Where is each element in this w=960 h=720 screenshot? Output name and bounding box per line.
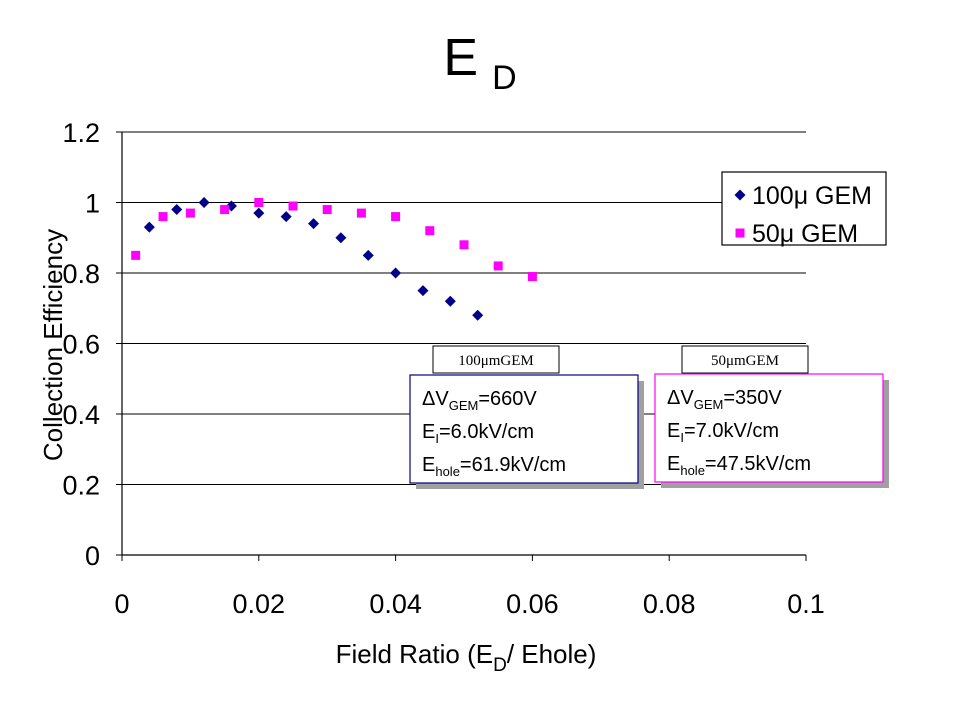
x-tick-label-3: 0.06: [506, 589, 559, 619]
annotation-tag-1: 50μmGEM: [711, 353, 779, 369]
point-s1-4: [254, 198, 264, 207]
y-tick-label-3: 0.6: [62, 330, 100, 360]
y-tick-label-2: 0.4: [62, 400, 100, 430]
point-s1-7: [356, 208, 366, 218]
x-axis-title-part-1: Field Ratio (E: [336, 639, 494, 669]
point-s1-6: [322, 205, 332, 215]
annotation-0-line-0: ΔVGEM=660V: [422, 388, 537, 413]
x-tick-label-4: 0.08: [643, 589, 696, 619]
x-tick-label-5: 0.1: [787, 589, 825, 619]
annotation-1-line-1: EI=7.0kV/cm: [667, 420, 779, 445]
annotation-1-line-1-main: E: [667, 420, 680, 442]
point-s0-5: [280, 211, 292, 223]
point-s0-11: [444, 295, 456, 307]
point-s1-0: [131, 250, 141, 260]
annotation-tag-box-0: [432, 345, 560, 374]
point-s1-5: [288, 201, 298, 211]
title-subscript: D: [492, 59, 517, 97]
annotation-1-line-2-sub: hole: [680, 463, 705, 478]
annotation-0-line-1-rest: =6.0kV/cm: [439, 421, 534, 443]
point-s1-8: [391, 212, 401, 222]
annotation-0-line-1-sub: I: [435, 431, 439, 446]
annotation-box-1: [654, 373, 884, 483]
y-tick-label-1: 0.2: [62, 471, 100, 501]
x-axis-title: Field Ratio (ED/ Ehole): [336, 639, 597, 676]
annotation-box-0: [409, 374, 639, 484]
annotation-1-line-0: ΔVGEM=350V: [667, 387, 782, 412]
series-0: [143, 197, 484, 321]
annotation-1-line-1-sub: I: [680, 430, 684, 445]
point-s1-9: [425, 226, 435, 236]
point-s1-11: [493, 261, 503, 271]
annotation-0: 100μmGEMΔVGEM=660VEI=6.0kV/cmEhole=61.9k…: [409, 345, 644, 489]
legend-marker-0: [734, 189, 746, 201]
x-axis-title-part-2: / Ehole): [507, 639, 597, 669]
annotation-1-line-0-main: ΔV: [667, 387, 694, 409]
point-s0-9: [390, 267, 402, 279]
point-s0-12: [472, 309, 484, 321]
annotation-1-line-1-rest: =7.0kV/cm: [684, 420, 779, 442]
x-axis-title-subscript: D: [493, 655, 507, 676]
annotation-1: 50μmGEMΔVGEM=350VEI=7.0kV/cmEhole=47.5kV…: [654, 345, 889, 488]
point-s0-7: [335, 232, 347, 244]
y-tick-label-6: 1.2: [62, 118, 100, 148]
annotation-1-line-0-sub: GEM: [694, 397, 724, 412]
x-tick-label-1: 0.02: [233, 589, 286, 619]
title-main: E: [443, 29, 479, 87]
annotation-0-line-2-main: E: [422, 454, 435, 476]
point-s1-3: [220, 205, 230, 215]
legend: 100μ GEM 50μ GEM: [721, 171, 887, 248]
point-s0-2: [198, 197, 210, 208]
legend-label-0: 100μ GEM: [752, 182, 872, 210]
y-tick-label-0: 0: [85, 541, 100, 571]
point-s0-10: [417, 285, 429, 297]
point-s1-1: [158, 212, 168, 222]
annotation-0-line-2-rest: =61.9kV/cm: [460, 454, 566, 476]
x-tick-label-0: 0: [114, 589, 129, 619]
y-tick-label-4: 0.8: [62, 259, 100, 289]
legend-label-1: 50μ GEM: [752, 220, 858, 248]
annotation-0-line-1: EI=6.0kV/cm: [422, 421, 534, 446]
annotation-1-line-2: Ehole=47.5kV/cm: [667, 453, 811, 478]
point-s0-1: [171, 204, 183, 216]
legend-marker-1: [735, 228, 745, 238]
annotation-0-line-0-sub: GEM: [449, 398, 479, 413]
point-s0-6: [308, 218, 320, 230]
point-s0-0: [143, 221, 155, 233]
annotation-0-line-1-main: E: [422, 421, 435, 443]
annotation-0-line-2-sub: hole: [435, 464, 460, 479]
annotation-tag-box-1: [681, 345, 809, 374]
legend-box: [721, 171, 887, 246]
y-axis-title: Collection Efficiency: [38, 229, 68, 461]
y-tick-label-5: 1: [85, 189, 100, 219]
annotation-0-line-0-main: ΔV: [422, 388, 449, 410]
annotation-0-line-0-rest: =660V: [478, 388, 537, 410]
annotation-1-line-0-rest: =350V: [723, 387, 782, 409]
annotation-0-line-2: Ehole=61.9kV/cm: [422, 454, 566, 479]
point-s0-4: [253, 207, 265, 219]
x-tick-label-2: 0.04: [369, 589, 422, 619]
point-s1-12: [527, 272, 537, 282]
annotation-1-line-2-main: E: [667, 453, 680, 475]
point-s0-8: [362, 249, 374, 261]
series-1: [131, 198, 537, 282]
annotation-tag-0: 100μmGEM: [458, 353, 534, 369]
point-s1-10: [459, 240, 469, 250]
point-s1-2: [185, 208, 195, 218]
annotation-1-line-2-rest: =47.5kV/cm: [705, 453, 811, 475]
